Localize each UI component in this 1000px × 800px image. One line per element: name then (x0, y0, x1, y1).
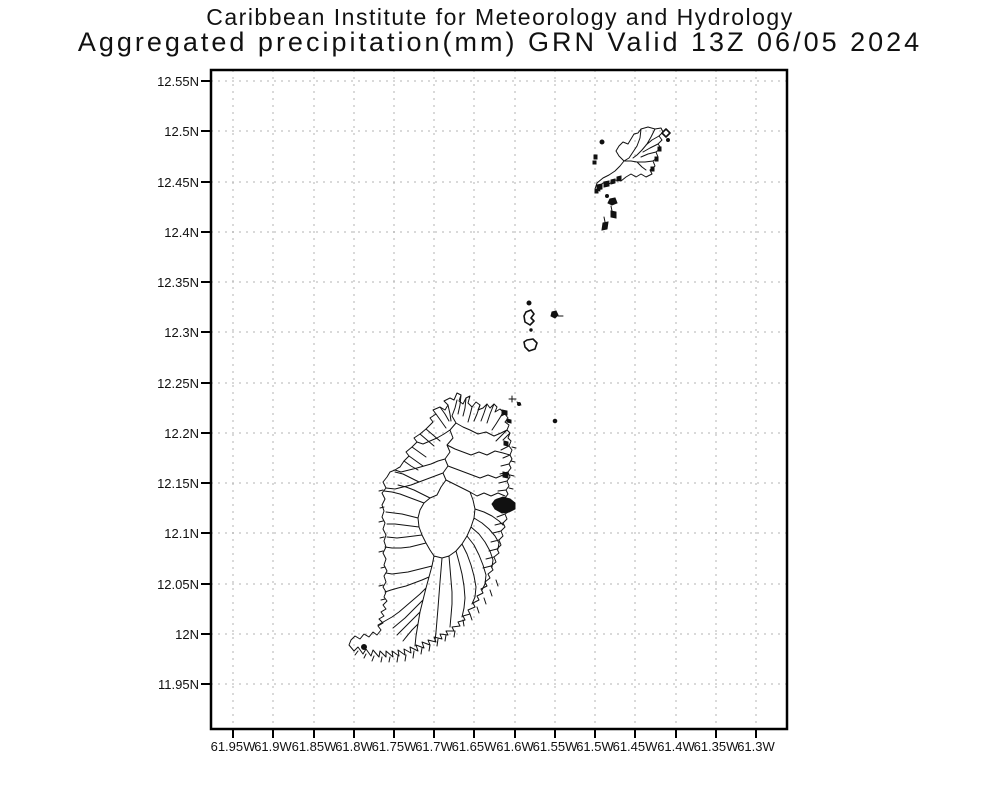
lon-label: 61.3W (737, 739, 775, 754)
lat-label: 12.45N (157, 175, 199, 190)
south-islet (601, 221, 609, 231)
lon-label: 61.5W (576, 739, 614, 754)
islet-dot (529, 328, 533, 332)
lat-axis-labels: 12.55N 12.5N 12.45N 12.4N 12.35N 12.3N 1… (157, 74, 199, 692)
lon-label: 61.95W (211, 739, 257, 754)
lon-label: 61.45W (613, 739, 659, 754)
page-title: Caribbean Institute for Meteorology and … (206, 4, 794, 30)
northeast-islet (661, 128, 671, 138)
coast-spikes (354, 446, 517, 663)
lat-label: 12.25N (157, 376, 199, 391)
islet-dot (526, 300, 532, 306)
watershed-boundaries (377, 394, 511, 647)
lat-label: 12.3N (164, 325, 199, 340)
islet-dot (599, 139, 605, 145)
page-subtitle: Aggregated precipitation(mm) GRN Valid 1… (77, 27, 923, 57)
lat-label: 12.5N (164, 124, 199, 139)
north-island-watersheds (623, 128, 660, 171)
map-frame (209, 68, 789, 731)
mid-islet-east (550, 310, 559, 319)
islet-dot (605, 194, 609, 198)
east-coast-headlands (491, 409, 516, 514)
islet-dot (592, 160, 597, 165)
south-islet (607, 197, 618, 206)
lon-label: 61.55W (533, 739, 579, 754)
south-islet (610, 210, 617, 219)
coastlines (348, 126, 671, 663)
lon-label: 61.9W (254, 739, 292, 754)
islet-dot (666, 138, 670, 142)
lat-label: 12.4N (164, 225, 199, 240)
lat-label: 11.95N (158, 677, 199, 692)
mid-islet (523, 309, 535, 326)
north-island-headlands (594, 146, 662, 194)
lon-label: 61.75W (372, 739, 418, 754)
south-islet-spike (603, 216, 606, 223)
islet-dot (552, 418, 558, 424)
lon-label: 61.65W (452, 739, 498, 754)
lat-axis-ticks (201, 80, 211, 685)
lon-label: 61.4W (657, 739, 695, 754)
mid-islet (523, 338, 538, 352)
islet-dot (517, 402, 521, 406)
islet-dot (593, 154, 598, 160)
southwest-islet (361, 644, 367, 650)
graticule-grid (211, 70, 787, 729)
lon-axis-labels: 61.95W 61.9W 61.85W 61.8W 61.75W 61.7W 6… (211, 739, 776, 754)
lat-label: 12.15N (157, 476, 199, 491)
lat-label: 12.2N (164, 426, 199, 441)
lat-label: 12.35N (157, 275, 199, 290)
lat-label: 12.05N (157, 577, 199, 592)
lon-label: 61.6W (496, 739, 534, 754)
lon-label: 61.35W (694, 739, 740, 754)
lon-label: 61.8W (335, 739, 373, 754)
lon-label: 61.7W (415, 739, 453, 754)
lon-axis-ticks (232, 729, 757, 738)
lat-label: 12N (175, 627, 199, 642)
lat-label: 12.1N (164, 526, 199, 541)
lat-label: 12.55N (157, 74, 199, 89)
lon-label: 61.85W (292, 739, 338, 754)
south-islet-spike (610, 205, 613, 212)
